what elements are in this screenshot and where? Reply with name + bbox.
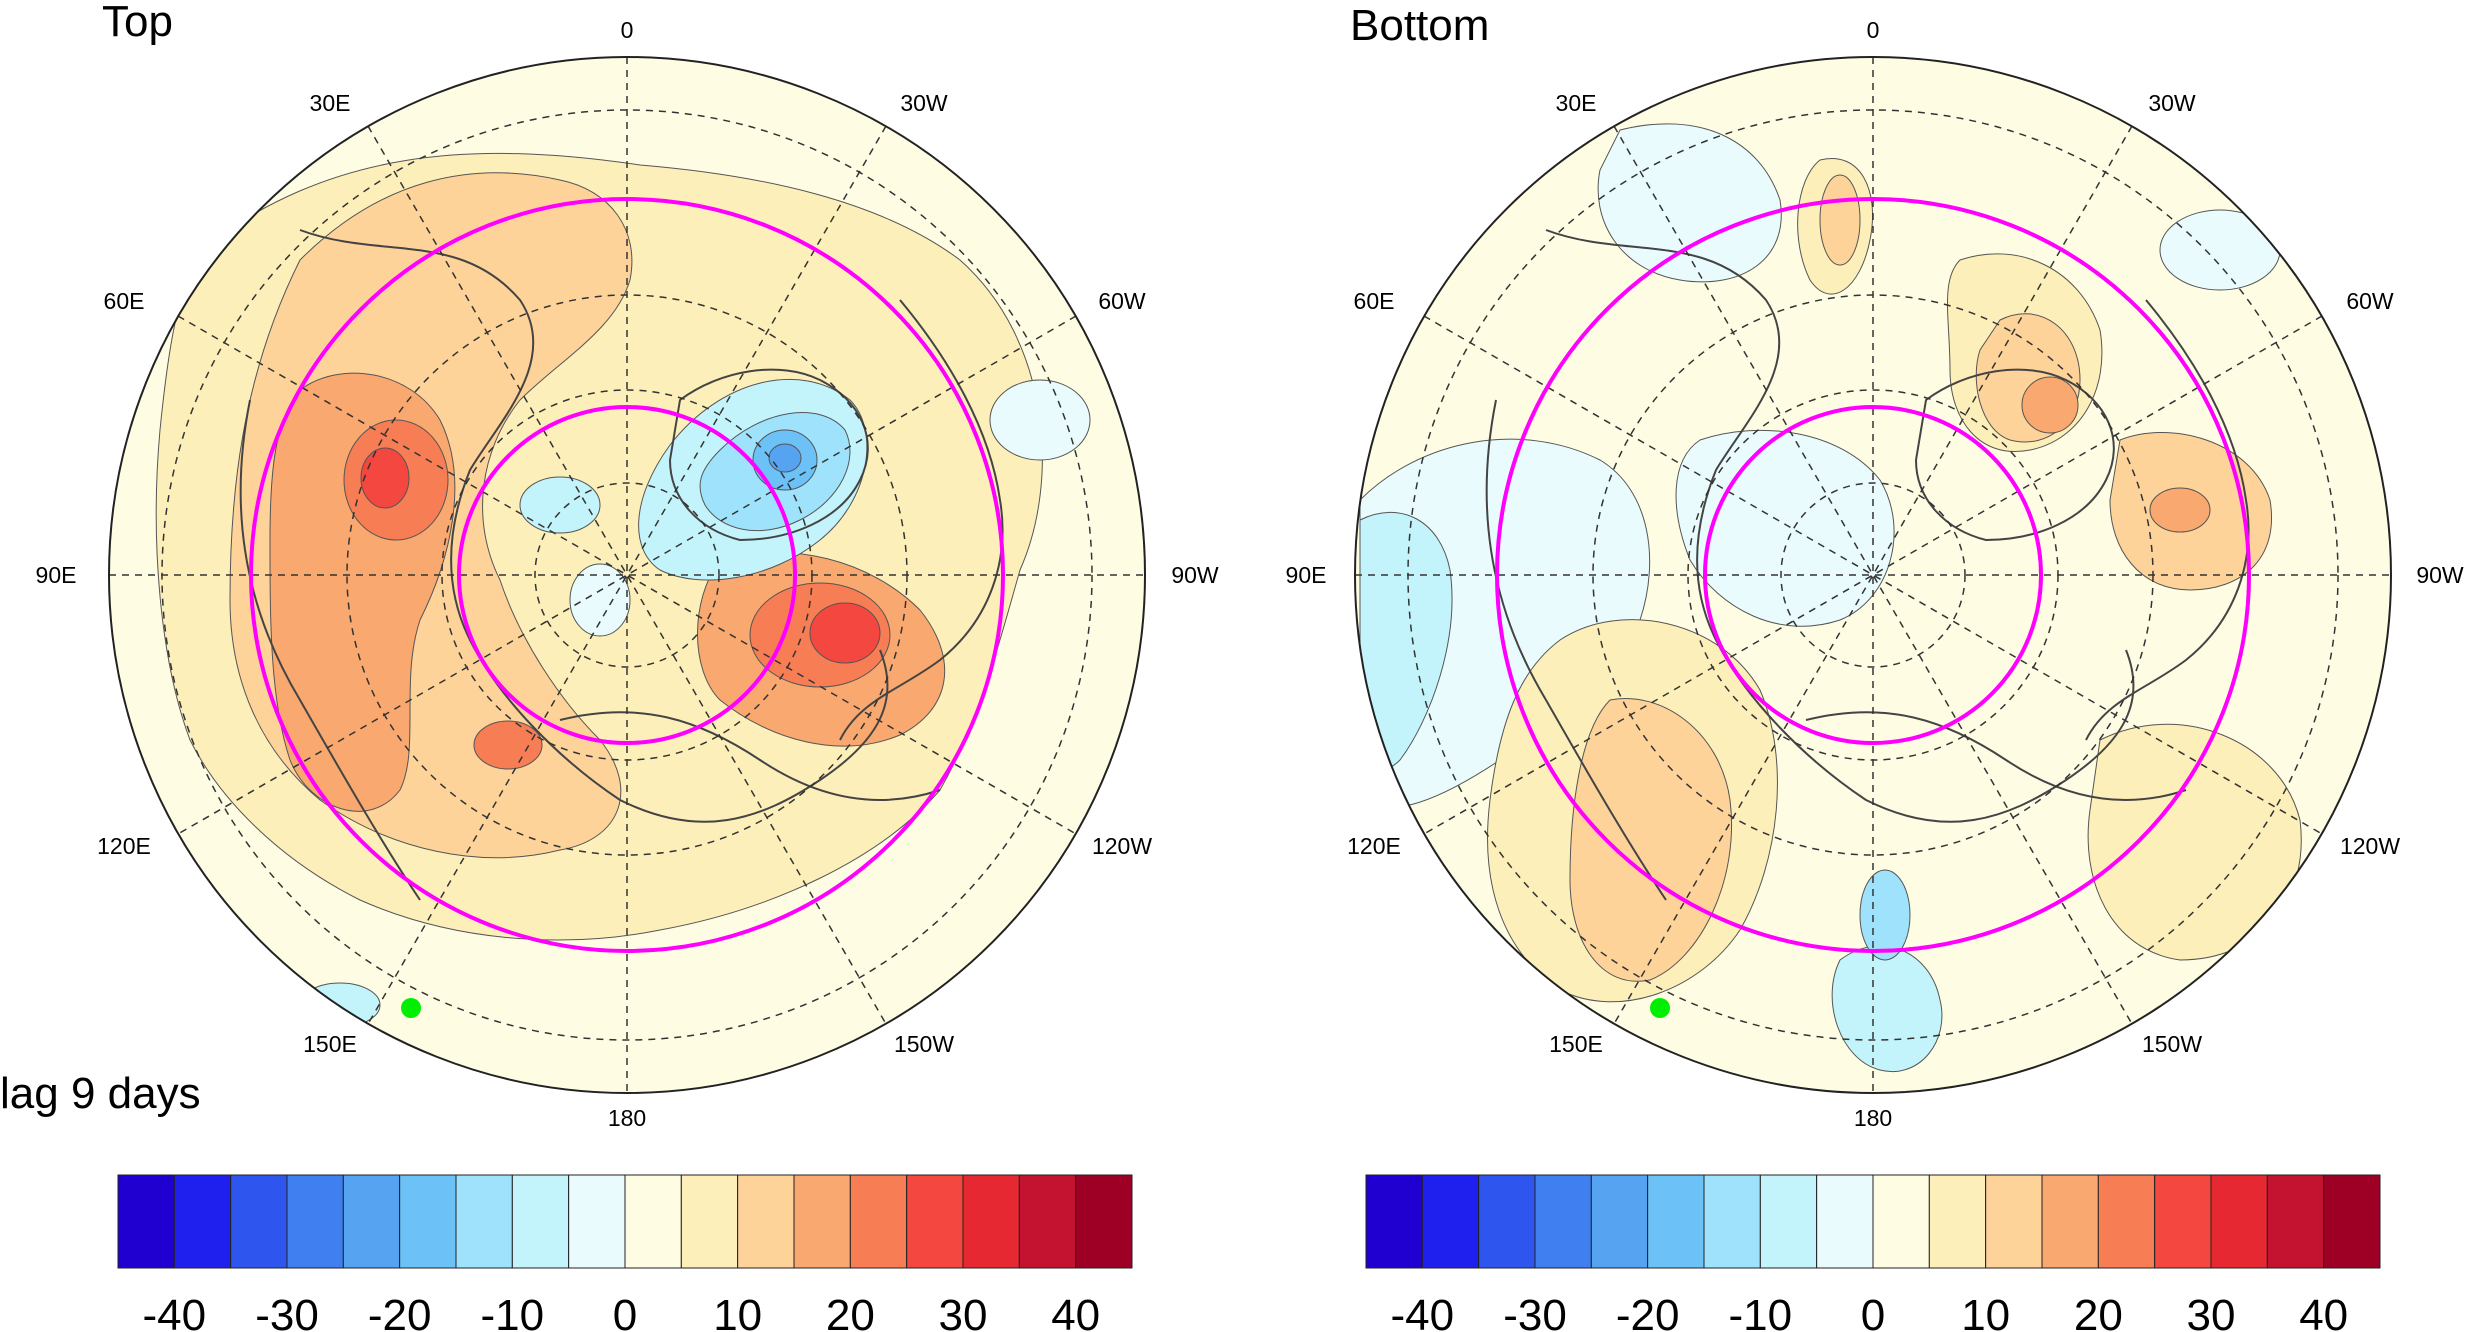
colorbar-cell-bottom [1759,1174,1818,1269]
colorbar-tick-label-bottom: -10 [1729,1291,1793,1332]
colorbar-cell-bottom [1703,1174,1761,1269]
colorbar-tick-label-bottom: 40 [2299,1291,2348,1332]
colorbar-tick-label-bottom: 0 [1861,1291,1885,1332]
lon-label: 180 [608,1105,646,1131]
colorbar-cell-top [737,1174,795,1269]
colorbar-cell-top [399,1174,457,1269]
lon-label: 60E [104,288,145,314]
colorbar-cell-top [342,1174,401,1269]
colorbar-tick-label-top: 20 [826,1291,875,1332]
colorbar-cell-top [1075,1174,1133,1269]
lon-label: 120W [1092,833,1152,859]
map-panel-bottom: Bottom [1286,1,2464,1131]
colorbar-cell-bottom [2266,1174,2325,1269]
colorbar-cell-top [793,1174,851,1269]
lon-label: 150E [1549,1031,1603,1057]
colorbar-cell-bottom [2041,1174,2099,1269]
colorbar-cell-bottom [1647,1174,1705,1269]
colorbar-cell-top [624,1174,682,1269]
colorbar-tick-label-bottom: 30 [2187,1291,2236,1332]
lon-label: 30E [310,90,351,116]
colorbar-cell-bottom [2154,1174,2212,1269]
colorbar-tick-label-bottom: 10 [1961,1291,2010,1332]
colorbar-tick-label-top: 40 [1051,1291,1100,1332]
outer-circle-bottom [1495,197,2251,953]
colorbar-cell-top [849,1174,908,1269]
anomaly-field-top [109,57,1145,1093]
colorbar-cell-top [568,1174,626,1269]
panel-title-top: Top [102,0,173,46]
lon-label: 60W [2346,288,2394,314]
colorbar-top: -40 -30 -20 -10 0 10 20 30 40 [117,1174,1133,1332]
outer-circle-top [249,197,1005,953]
longitude-labels-bottom: 0 30W 60W 90W 120W 150W 180 150E 120E 90… [1286,17,2464,1131]
colorbar-cell-top [117,1174,175,1269]
colorbar-cell-top [230,1174,288,1269]
map-panel-top: Top [36,0,1219,1131]
colorbar-tick-label-bottom: -20 [1616,1291,1680,1332]
longitude-labels-top: 0 30W 60W 90W 120W 150W 180 150E 120E 90… [36,17,1219,1131]
colorbar-cell-bottom [1872,1174,1930,1269]
colorbar-cell-bottom [2210,1174,2268,1269]
colorbar-cell-bottom [1985,1174,2043,1269]
colorbar-cell-bottom [1534,1174,1592,1269]
map-boundary-bottom [1354,56,2392,1094]
lon-label: 0 [1867,17,1880,43]
lon-label: 150W [2142,1031,2202,1057]
lon-label: 30E [1556,90,1597,116]
colorbar-tick-label-top: 10 [713,1291,762,1332]
lon-label: 30W [2148,90,2196,116]
colorbar-cell-bottom [2323,1174,2381,1269]
colorbar-tick-label-bottom: -30 [1503,1291,1567,1332]
lon-label: 90W [2416,562,2464,588]
lon-label: 120E [97,833,151,859]
colorbar-cell-top [680,1174,739,1269]
panel-title-bottom: Bottom [1350,1,1489,50]
map-boundary-top [108,56,1146,1094]
graticule-bottom [1355,57,2391,1093]
lon-label: 90E [36,562,77,588]
colorbar-cell-top [1018,1174,1077,1269]
location-marker-bottom [1650,998,1670,1018]
lon-label: 120W [2340,833,2400,859]
colorbar-bottom: -40 -30 -20 -10 0 10 20 30 40 [1365,1174,2381,1332]
lon-label: 60W [1098,288,1146,314]
colorbar-cell-top [962,1174,1020,1269]
colorbar-cell-bottom [1478,1174,1536,1269]
colorbar-cell-top [511,1174,570,1269]
colorbar-cell-top [286,1174,344,1269]
colorbar-cell-top [455,1174,513,1269]
colorbar-cell-top [173,1174,232,1269]
lon-label: 180 [1854,1105,1892,1131]
colorbar-tick-label-top: -30 [255,1291,319,1332]
colorbar-cell-bottom [1928,1174,1987,1269]
anomaly-field-bottom [1355,57,2391,1093]
lag-caption: lag 9 days [0,1069,201,1118]
colorbar-tick-label-top: -20 [368,1291,432,1332]
lon-label: 120E [1347,833,1401,859]
lon-label: 60E [1354,288,1395,314]
colorbar-tick-label-bottom: 20 [2074,1291,2123,1332]
colorbar-cell-bottom [1816,1174,1874,1269]
colorbar-tick-label-bottom: -40 [1391,1291,1455,1332]
lon-label: 150E [303,1031,357,1057]
colorbar-tick-label-top: -10 [481,1291,545,1332]
inner-circle-top [457,405,797,745]
lon-label: 90E [1286,562,1327,588]
lon-label: 150W [894,1031,954,1057]
colorbar-tick-label-top: 30 [939,1291,988,1332]
colorbar-cell-bottom [2097,1174,2156,1269]
inner-circle-bottom [1703,405,2043,745]
colorbar-cell-bottom [1421,1174,1480,1269]
lon-label: 90W [1171,562,1219,588]
colorbar-tick-label-top: 0 [613,1291,637,1332]
colorbar-tick-label-top: -40 [143,1291,207,1332]
lon-label: 30W [900,90,948,116]
lon-label: 0 [621,17,634,43]
location-marker-top [401,998,421,1018]
colorbar-cell-bottom [1365,1174,1423,1269]
colorbar-cell-bottom [1590,1174,1649,1269]
colorbar-cell-top [906,1174,964,1269]
